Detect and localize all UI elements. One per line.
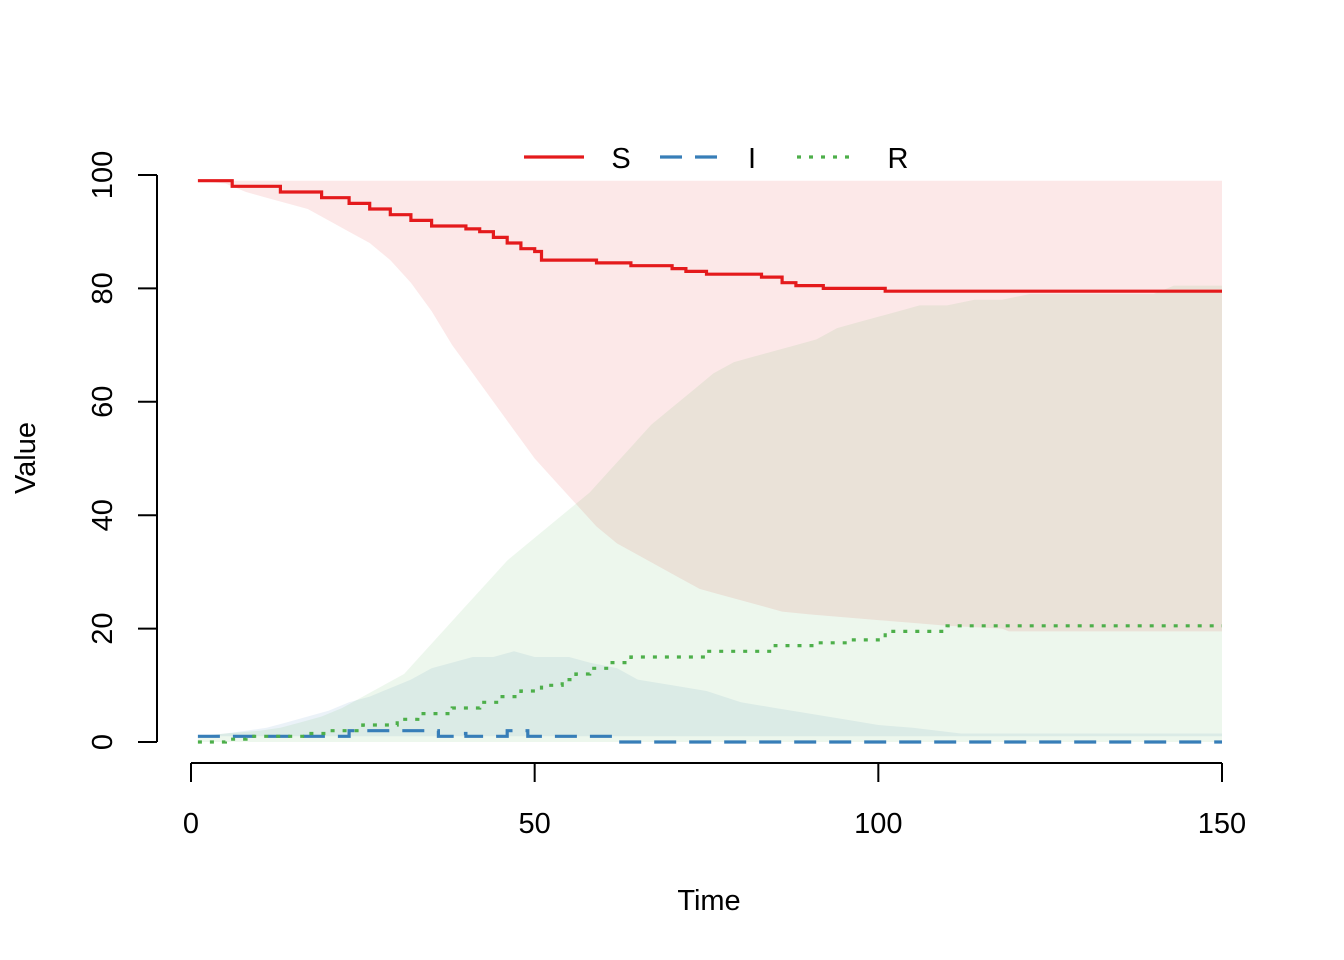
x-axis-title: Time <box>677 885 740 917</box>
y-tick-label: 100 <box>87 151 119 199</box>
y-tick-label: 40 <box>87 499 119 531</box>
x-tick-label: 0 <box>183 808 199 840</box>
y-tick-label: 20 <box>87 612 119 644</box>
series-lines <box>197 179 1222 744</box>
series-line-s <box>197 179 1222 293</box>
band-s <box>197 180 1222 632</box>
y-axis: 0 20 40 60 80 100 <box>87 151 158 750</box>
y-tick-label: 0 <box>87 734 119 750</box>
x-ticks: 0 50 100 150 <box>183 763 1246 840</box>
x-tick-label: 50 <box>519 808 551 840</box>
y-ticks: 0 20 40 60 80 100 <box>87 151 157 750</box>
x-tick-label: 150 <box>1198 808 1246 840</box>
x-axis: 0 50 100 150 <box>183 762 1246 840</box>
legend-label-r: R <box>888 143 909 175</box>
x-tick-label: 100 <box>854 808 902 840</box>
legend-label-i: I <box>748 143 756 175</box>
band-r <box>197 285 1222 742</box>
band-i <box>197 651 1222 737</box>
confidence-bands <box>197 180 1222 742</box>
series-line-i <box>197 729 1222 744</box>
series-line-r <box>197 624 1222 744</box>
legend-label-s: S <box>611 143 630 175</box>
y-tick-label: 60 <box>87 386 119 418</box>
y-tick-label: 80 <box>87 272 119 304</box>
y-axis-title: Value <box>10 422 42 494</box>
